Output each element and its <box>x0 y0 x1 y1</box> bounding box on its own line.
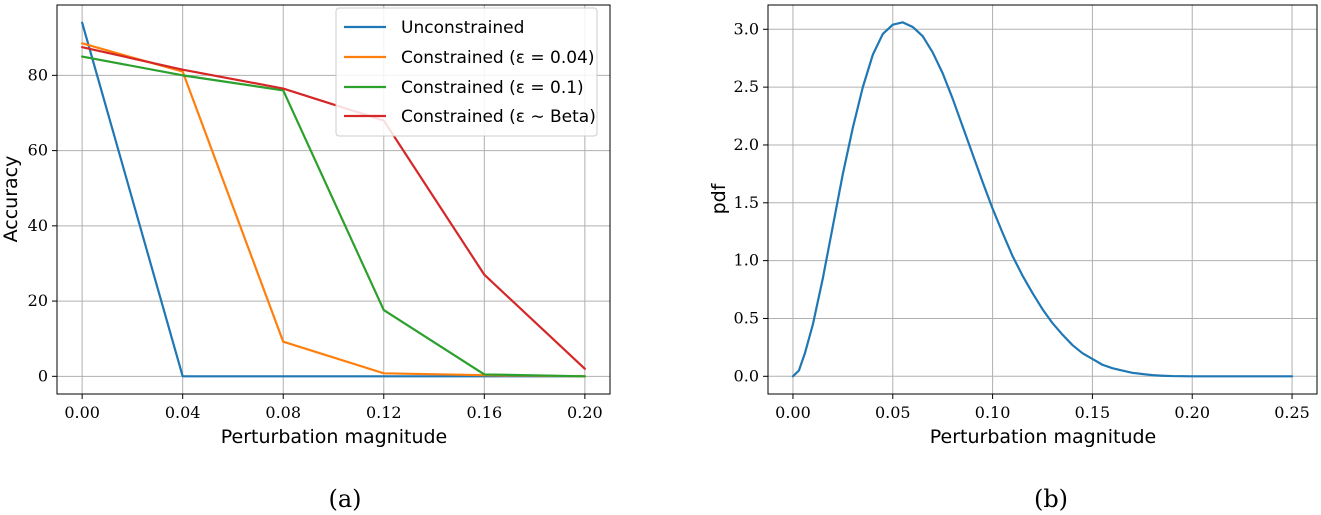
grid-b <box>768 5 1317 394</box>
caption-b: (b) <box>1034 485 1068 513</box>
pdf-chart-panel: 0.00 0.05 0.10 0.15 0.20 0.25 0.0 0.5 1.0 1.5 2.0 2… <box>708 4 1318 513</box>
plot-frame-b <box>767 4 1318 395</box>
x-tick-label-a: 0.20 <box>567 403 603 422</box>
x-tick-label-a: 0.12 <box>366 403 402 422</box>
y-tick-label-a: 20 <box>28 291 48 310</box>
series-line-pdf-0 <box>791 21 1294 378</box>
y-tick-label-a: 60 <box>28 141 48 160</box>
y-tick-label-b: 0.0 <box>734 366 759 385</box>
series-line-constrained-0-1 <box>81 55 586 378</box>
x-tick-label-a: 0.08 <box>265 403 301 422</box>
accuracy-chart-panel: 0.00 0.04 0.08 0.12 0.16 0.20 0 20 40 60 80 Pertur… <box>0 4 611 513</box>
x-tick-label-b: 0.25 <box>1274 403 1310 422</box>
legend: Unconstrained Constrained (ε = 0.04) Con… <box>335 7 598 137</box>
y-tick-label-a: 80 <box>28 65 48 84</box>
y-axis-label-b: pdf <box>708 182 730 214</box>
y-tick-label-a: 0 <box>38 366 48 385</box>
x-tick-label-b: 0.20 <box>1174 403 1210 422</box>
x-tick-label-b: 0.00 <box>775 403 811 422</box>
legend-label-constrained-004: Constrained (ε = 0.04) <box>401 48 594 68</box>
y-tick-label-b: 2.5 <box>734 77 759 96</box>
legend-label-unconstrained: Unconstrained <box>401 18 524 38</box>
x-tick-label-a: 0.00 <box>64 403 100 422</box>
x-tick-label-a: 0.16 <box>467 403 503 422</box>
ticks-a: 0.00 0.04 0.08 0.12 0.16 0.20 0 20 40 60 80 <box>28 65 603 422</box>
series-line-constrained-beta <box>81 46 586 370</box>
x-axis-label-b: Perturbation magnitude <box>930 426 1157 448</box>
y-tick-label-a: 40 <box>28 216 48 235</box>
x-tick-label-b: 0.05 <box>875 403 911 422</box>
series-b <box>791 21 1294 378</box>
y-tick-label-b: 3.0 <box>734 19 759 38</box>
legend-entry-constrained-01: Constrained (ε = 0.1) <box>344 78 584 98</box>
series-a <box>81 21 586 378</box>
legend-label-constrained-beta: Constrained (ε ∼ Beta) <box>401 107 596 127</box>
y-tick-label-b: 0.5 <box>734 308 759 327</box>
y-tick-label-b: 2.0 <box>734 135 759 154</box>
legend-entry-unconstrained: Unconstrained <box>344 18 524 38</box>
x-tick-label-b: 0.10 <box>975 403 1011 422</box>
plot-frame-a <box>56 4 611 395</box>
y-axis-label-a: Accuracy <box>0 156 22 243</box>
legend-box <box>335 7 598 137</box>
x-tick-label-a: 0.04 <box>165 403 201 422</box>
legend-label-constrained-01: Constrained (ε = 0.1) <box>401 78 584 98</box>
x-tick-label-b: 0.15 <box>1075 403 1111 422</box>
ticks-b: 0.00 0.05 0.10 0.15 0.20 0.25 0.0 0.5 1.0 1.5 2.0 2… <box>734 19 1310 422</box>
legend-entry-constrained-004: Constrained (ε = 0.04) <box>344 48 594 68</box>
legend-entry-constrained-beta: Constrained (ε ∼ Beta) <box>344 107 596 127</box>
x-axis-label-a: Perturbation magnitude <box>221 426 448 448</box>
y-tick-label-b: 1.5 <box>734 193 759 212</box>
caption-a: (a) <box>328 485 361 513</box>
y-tick-label-b: 1.0 <box>734 251 759 270</box>
